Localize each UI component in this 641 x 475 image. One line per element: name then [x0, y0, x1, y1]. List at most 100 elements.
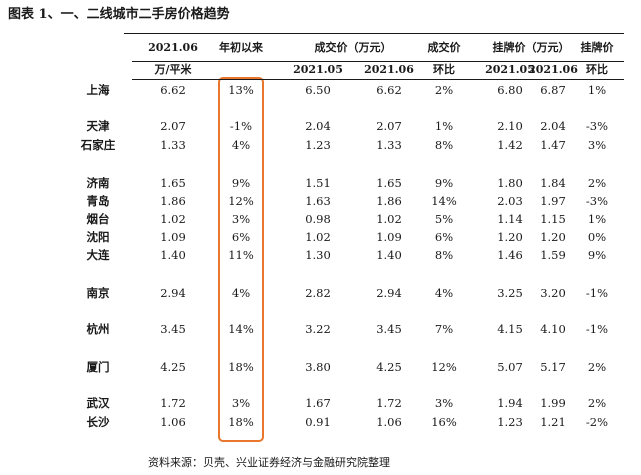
- table-cell: 1.65: [376, 176, 402, 190]
- table-cell: 6.62: [376, 83, 402, 97]
- header-cell: 挂牌价（万元）: [492, 41, 570, 54]
- table-cell: 1.02: [376, 212, 402, 226]
- table-cell: 2%: [434, 83, 454, 97]
- table-cell: 2.07: [376, 119, 402, 133]
- city-name: 厦门: [86, 360, 110, 374]
- table-cell: 9%: [587, 248, 607, 262]
- table-cell: 18%: [228, 415, 254, 429]
- table-cell: 3.45: [160, 322, 186, 336]
- table-cell: -3%: [585, 194, 609, 208]
- table-cell: 0%: [587, 230, 607, 244]
- table-cell: 9%: [434, 176, 454, 190]
- table-cell: 1.33: [160, 138, 186, 152]
- table-cell: 1.67: [305, 396, 331, 410]
- table-cell: 8%: [434, 248, 454, 262]
- table-cell: 1%: [587, 83, 607, 97]
- city-name: 上海: [86, 83, 110, 97]
- table-cell: 3%: [434, 396, 454, 410]
- source-note: 资料来源：贝壳、兴业证券经济与金融研究院整理: [148, 456, 390, 469]
- table-cell: 12%: [228, 194, 254, 208]
- header-cell: 2021.05: [485, 63, 535, 76]
- city-name: 武汉: [86, 396, 110, 410]
- table-cell: 1.15: [540, 212, 566, 226]
- table-cell: 12%: [431, 360, 457, 374]
- table-cell: 1.40: [160, 248, 186, 262]
- table-cell: 6.50: [305, 83, 331, 97]
- table-cell: 1.23: [497, 415, 523, 429]
- city-name: 烟台: [86, 212, 110, 226]
- table-cell: 1%: [434, 119, 454, 133]
- table-cell: 1.02: [305, 230, 331, 244]
- table-cell: 2.10: [497, 119, 523, 133]
- table-cell: 1.80: [497, 176, 523, 190]
- table-cell: 5.07: [497, 360, 523, 374]
- table-cell: 1.33: [376, 138, 402, 152]
- table-cell: 1.06: [160, 415, 186, 429]
- table-cell: 6.87: [540, 83, 566, 97]
- table-cell: 0.91: [305, 415, 331, 429]
- table-cell: -1%: [585, 322, 609, 336]
- table-cell: 18%: [228, 360, 254, 374]
- table-cell: 13%: [228, 83, 254, 97]
- header-cell: 2021.06: [528, 63, 578, 76]
- table-cell: 4.25: [160, 360, 186, 374]
- table-cell: 2.82: [305, 286, 331, 300]
- table-cell: 2%: [587, 396, 607, 410]
- table-cell: 4.10: [540, 322, 566, 336]
- table-cell: 1.09: [376, 230, 402, 244]
- table-cell: -1%: [585, 286, 609, 300]
- table-cell: 4%: [231, 138, 251, 152]
- header-cell: 2021.05: [293, 63, 343, 76]
- table-cell: 1.65: [160, 176, 186, 190]
- table-cell: 1.86: [376, 194, 402, 208]
- table-cell: 14%: [228, 322, 254, 336]
- table-cell: 1.59: [540, 248, 566, 262]
- table-cell: 1.63: [305, 194, 331, 208]
- table-cell: 3.20: [540, 286, 566, 300]
- table-cell: 5%: [434, 212, 454, 226]
- table-cell: 2%: [587, 360, 607, 374]
- table-cell: 1.23: [305, 138, 331, 152]
- header-cell: 万/平米: [154, 63, 192, 76]
- table-cell: -2%: [585, 415, 609, 429]
- table-cell: -1%: [229, 119, 253, 133]
- city-name: 杭州: [86, 322, 110, 336]
- table-cell: 1.14: [497, 212, 523, 226]
- city-name: 济南: [86, 176, 110, 190]
- city-name: 南京: [86, 286, 110, 300]
- table-cell: 1.02: [160, 212, 186, 226]
- table-cell: 0.98: [305, 212, 331, 226]
- header-cell: 环比: [586, 63, 608, 76]
- table-rule: [132, 79, 624, 80]
- table-cell: 2.03: [497, 194, 523, 208]
- table-cell: 1.97: [540, 194, 566, 208]
- header-cell: 环比: [433, 63, 455, 76]
- table-cell: 3%: [231, 212, 251, 226]
- table-cell: -3%: [585, 119, 609, 133]
- table-cell: 3.80: [305, 360, 331, 374]
- city-name: 沈阳: [86, 230, 110, 244]
- table-cell: 1.72: [160, 396, 186, 410]
- table-rule: [124, 33, 624, 34]
- table-cell: 1.06: [376, 415, 402, 429]
- table-cell: 1.40: [376, 248, 402, 262]
- table-cell: 2.94: [376, 286, 402, 300]
- header-cell: 年初以来: [219, 41, 263, 54]
- table-cell: 14%: [431, 194, 457, 208]
- table-cell: 4.15: [497, 322, 523, 336]
- table-cell: 2.04: [540, 119, 566, 133]
- table-cell: 1.84: [540, 176, 566, 190]
- table-cell: 4.25: [376, 360, 402, 374]
- header-cell: 成交价（万元）: [314, 41, 392, 54]
- header-cell: 挂牌价: [580, 41, 614, 54]
- table-cell: 1.09: [160, 230, 186, 244]
- table-cell: 1.20: [540, 230, 566, 244]
- table-cell: 2.07: [160, 119, 186, 133]
- city-name: 大连: [86, 248, 110, 262]
- table-cell: 3%: [231, 396, 251, 410]
- city-name: 长沙: [86, 415, 110, 429]
- header-cell: 2021.06: [148, 41, 198, 54]
- table-cell: 1.20: [497, 230, 523, 244]
- city-name: 青岛: [86, 194, 110, 208]
- table-cell: 2.04: [305, 119, 331, 133]
